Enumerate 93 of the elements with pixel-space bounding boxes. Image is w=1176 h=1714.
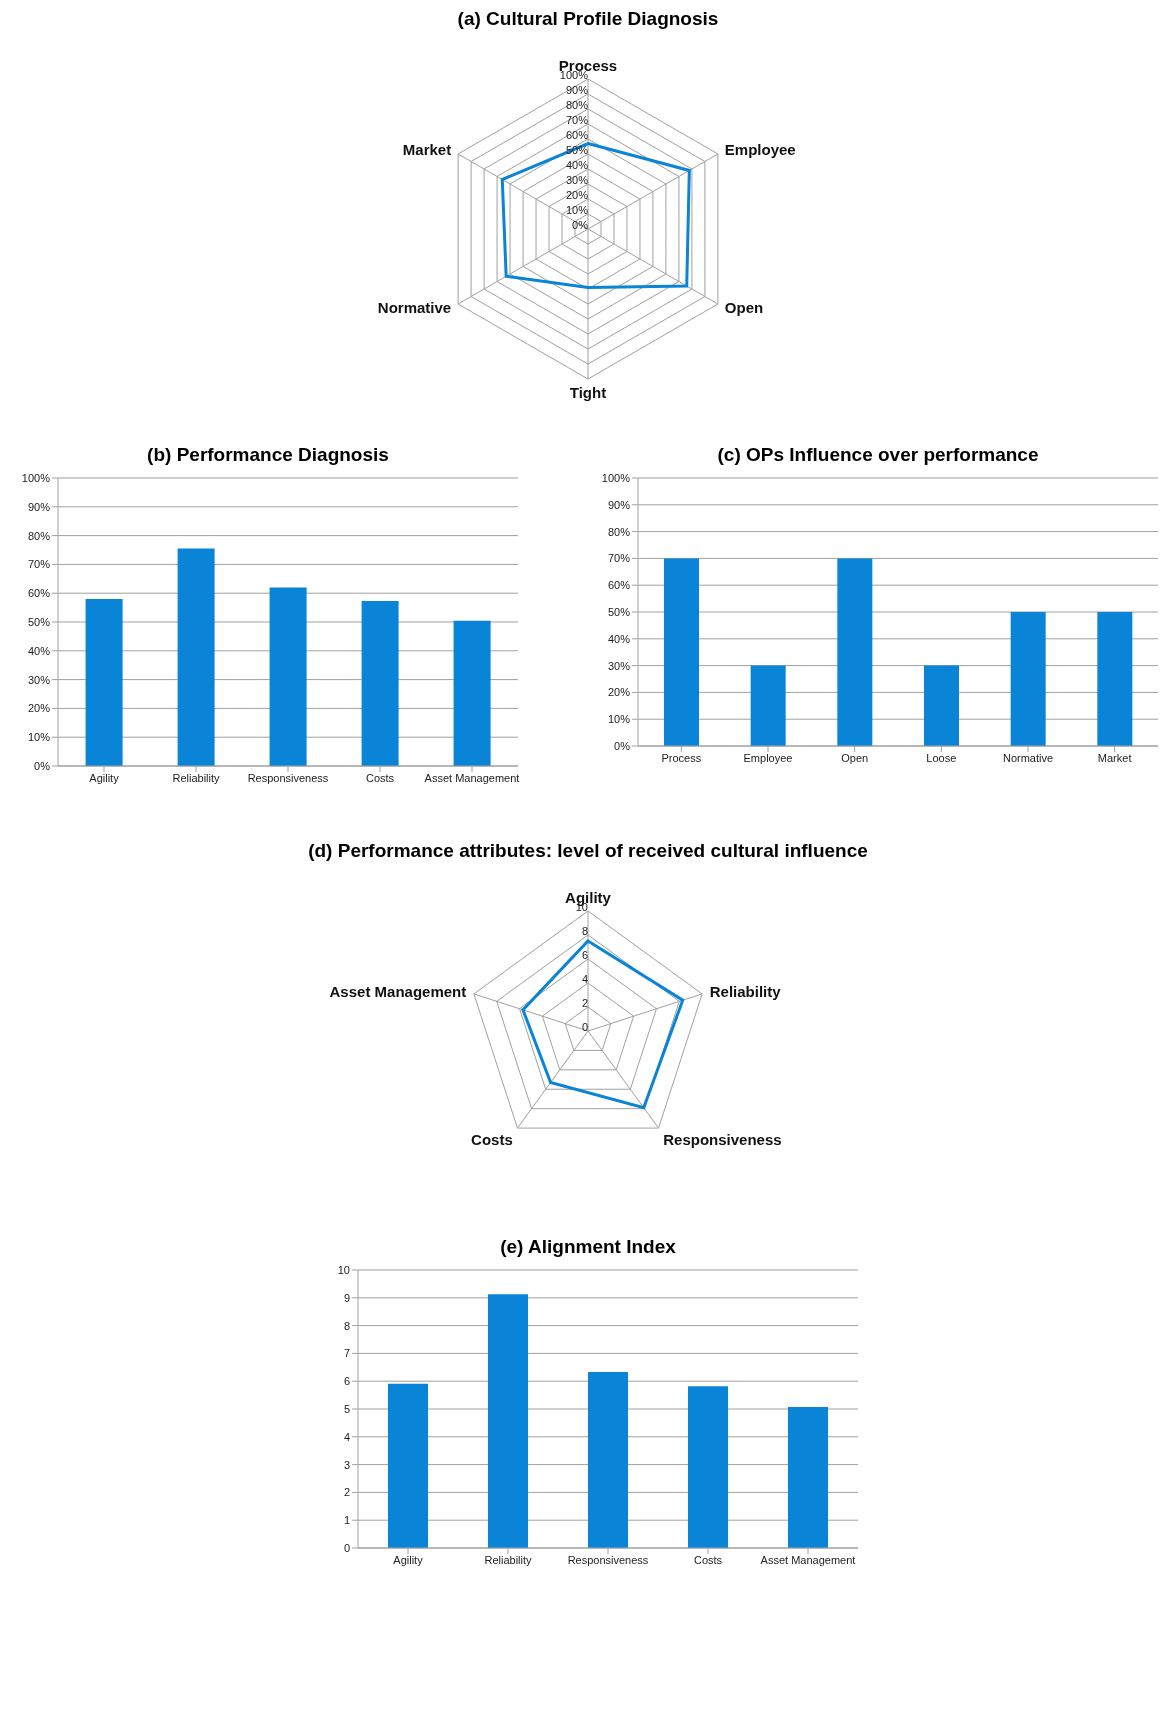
x-tick-label: Open — [841, 751, 869, 764]
y-tick-label: 8 — [581, 925, 588, 937]
y-tick-label: 70% — [607, 552, 631, 565]
y-tick-label: 90% — [27, 500, 51, 513]
y-tick-label: 1 — [343, 1514, 350, 1527]
y-tick-label: 2 — [343, 1486, 350, 1499]
spoke-label: Asset Management — [329, 982, 467, 1000]
y-tick-label: 5 — [343, 1402, 350, 1415]
bar — [361, 600, 399, 766]
x-tick-label: Costs — [693, 1553, 723, 1566]
bar — [688, 1386, 728, 1548]
y-tick-label: 6 — [581, 949, 588, 961]
bar — [664, 558, 699, 746]
y-tick-label: 2 — [581, 997, 588, 1009]
x-tick-label: Loose — [926, 751, 957, 764]
bar — [924, 665, 959, 746]
spoke-label: Responsiveness — [663, 1131, 782, 1149]
x-tick-label: Agility — [89, 771, 120, 784]
bar — [488, 1294, 528, 1548]
y-tick-label: 30% — [565, 174, 589, 186]
bar — [177, 548, 215, 766]
y-tick-label: 3 — [343, 1458, 350, 1471]
y-tick-label: 100% — [21, 471, 51, 484]
y-tick-label: 20% — [565, 189, 589, 201]
y-tick-label: 30% — [607, 659, 631, 672]
bar — [1010, 612, 1046, 746]
y-tick-label: 40% — [607, 632, 631, 645]
y-tick-label: 50% — [27, 615, 51, 628]
bar — [750, 665, 786, 746]
x-tick-label: Reliability — [484, 1553, 533, 1566]
bar — [1097, 612, 1133, 746]
y-tick-label: 4 — [343, 1430, 350, 1443]
chart-title: (a) Cultural Profile Diagnosis — [456, 8, 720, 30]
bar — [788, 1407, 828, 1548]
y-tick-label: 70% — [565, 114, 589, 126]
y-tick-label: 7 — [343, 1347, 350, 1360]
spoke-label: Market — [402, 141, 452, 159]
y-tick-label: 40% — [565, 159, 589, 171]
x-tick-label: Responsiveness — [567, 1553, 649, 1566]
x-tick-label: Asset Management — [760, 1553, 856, 1566]
y-tick-label: 4 — [581, 973, 588, 985]
y-tick-label: 30% — [27, 673, 51, 686]
y-tick-label: 0% — [572, 219, 589, 231]
spoke-label: Employee — [724, 141, 796, 159]
y-tick-label: 0 — [581, 1021, 588, 1033]
x-tick-label: Reliability — [172, 771, 221, 784]
spoke-label: Reliability — [709, 982, 782, 1000]
spoke-label: Normative — [377, 299, 452, 317]
bar — [388, 1383, 428, 1548]
y-tick-label: 20% — [27, 702, 51, 715]
bar — [453, 620, 491, 766]
x-tick-label: Normative — [1002, 751, 1054, 764]
y-tick-label: 40% — [27, 644, 51, 657]
chart-title: (b) Performance Diagnosis — [146, 444, 390, 466]
bar — [269, 587, 307, 766]
y-tick-label: 90% — [565, 84, 589, 96]
y-tick-label: 6 — [343, 1375, 350, 1388]
y-tick-label: 8 — [343, 1319, 350, 1332]
y-tick-label: 80% — [27, 529, 51, 542]
y-tick-label: 50% — [607, 605, 631, 618]
y-tick-label: 9 — [343, 1291, 350, 1304]
x-tick-label: Process — [661, 751, 702, 764]
spoke-label: Open — [724, 299, 764, 317]
bar — [85, 598, 123, 766]
y-tick-label: 0 — [343, 1541, 350, 1554]
y-tick-label: 60% — [565, 129, 589, 141]
spoke-label: Tight — [569, 383, 607, 401]
y-tick-label: 60% — [607, 579, 631, 592]
y-tick-label: 20% — [607, 686, 631, 699]
y-tick-label: 10% — [27, 731, 51, 744]
x-tick-label: Costs — [365, 771, 395, 784]
bar — [837, 558, 873, 746]
y-tick-label: 60% — [27, 587, 51, 600]
y-tick-label: 10% — [607, 713, 631, 726]
x-tick-label: Responsiveness — [247, 771, 329, 784]
y-tick-label: 90% — [607, 498, 631, 511]
chart-title: (d) Performance attributes: level of received cultural influence — [307, 840, 869, 862]
y-tick-label: 10% — [565, 204, 589, 216]
chart-title: (c) OPs Influence over performance — [716, 444, 1040, 466]
x-tick-label: Asset Management — [424, 771, 520, 784]
x-tick-label: Market — [1097, 751, 1132, 764]
y-tick-label: 70% — [27, 558, 51, 571]
chart-title: (e) Alignment Index — [499, 1236, 677, 1258]
y-tick-label: 10 — [337, 1263, 350, 1276]
y-tick-label: 80% — [607, 525, 631, 538]
y-tick-label: 80% — [565, 99, 589, 111]
y-tick-label: 0% — [34, 759, 51, 772]
x-tick-label: Agility — [393, 1553, 424, 1566]
x-tick-label: Employee — [743, 751, 793, 764]
spoke-label: Costs — [471, 1131, 513, 1149]
bar — [588, 1372, 628, 1548]
y-tick-label: 0% — [614, 739, 631, 752]
y-tick-label: 100% — [601, 471, 631, 484]
